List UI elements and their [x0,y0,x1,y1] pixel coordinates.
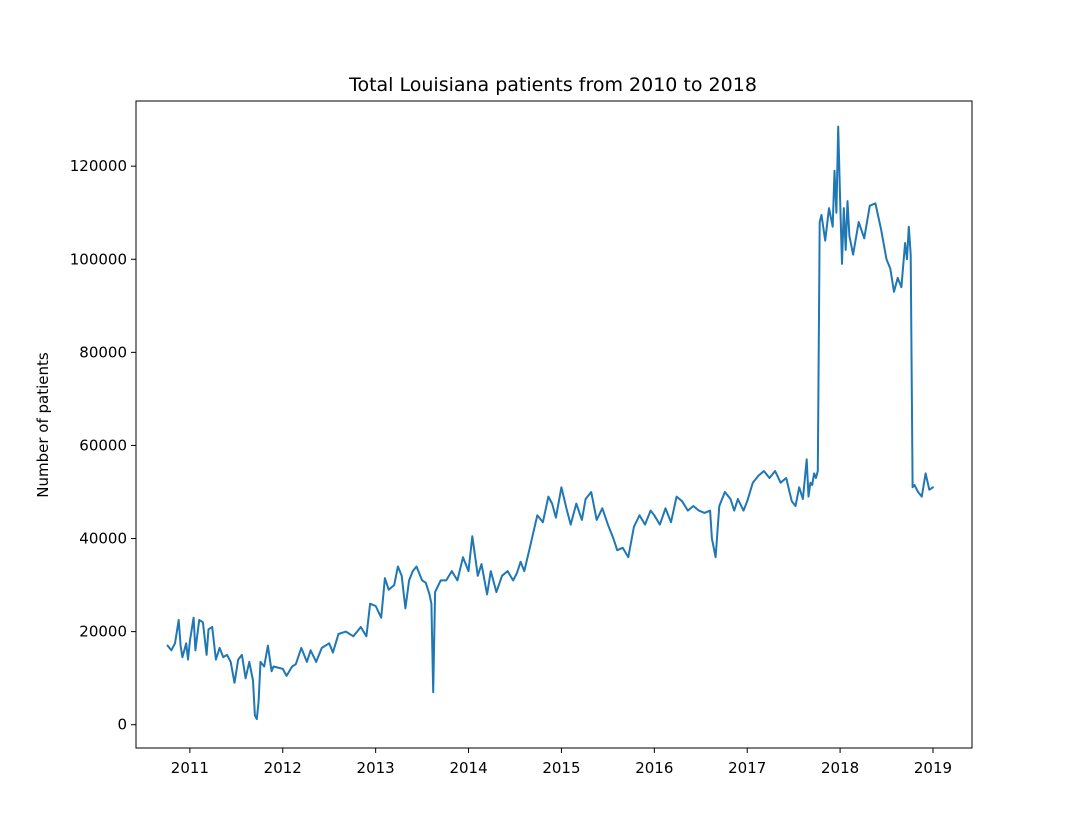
y-tick-label: 20000 [79,623,127,641]
y-tick-label: 0 [117,716,127,734]
x-tick-label: 2014 [449,759,487,777]
x-tick-label: 2019 [914,759,952,777]
plot-data [166,125,934,721]
y-tick-label: 120000 [70,157,127,175]
x-tick-label: 2011 [171,759,209,777]
y-axis-label: Number of patients [34,352,52,498]
y-tick-label: 80000 [79,343,127,361]
y-tick-label: 100000 [70,250,127,268]
x-tick-label: 2012 [264,759,302,777]
y-axis: 0 20000 40000 60000 80000 100000 120000 [70,157,136,734]
x-tick-label: 2013 [357,759,395,777]
x-tick-label: 2018 [821,759,859,777]
chart-title: Total Louisiana patients from 2010 to 20… [348,74,757,96]
series-line-0 [166,125,934,721]
x-tick-label: 2016 [635,759,673,777]
plot-area-frame [135,100,973,749]
y-tick-label: 60000 [79,436,127,454]
x-tick-label: 2015 [542,759,580,777]
y-tick-label: 40000 [79,530,127,548]
x-axis: 2011 2012 2013 2014 2015 2016 2017 2018 2019 [171,748,952,777]
x-tick-label: 2017 [728,759,766,777]
